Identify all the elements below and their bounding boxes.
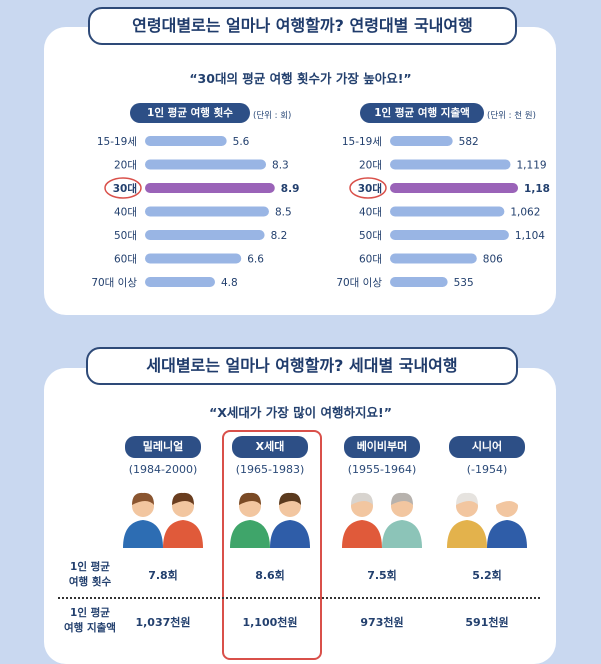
person-body bbox=[123, 520, 163, 548]
value-label: 1,189 bbox=[524, 183, 550, 195]
x-generation-highlight bbox=[222, 430, 322, 660]
category-label: 60대 bbox=[359, 254, 382, 266]
generation-years: (-1954) bbox=[466, 463, 508, 476]
value-label: 8.5 bbox=[275, 207, 292, 219]
bar bbox=[390, 159, 511, 170]
person-body bbox=[487, 520, 527, 548]
category-label: 20대 bbox=[359, 160, 382, 172]
trips-value: 8.6회 bbox=[255, 569, 285, 582]
person-hair bbox=[391, 492, 413, 505]
section1-title: 연령대별로는 얼마나 여행할까? 연령대별 국내여행 bbox=[88, 7, 517, 45]
value-label: 8.9 bbox=[281, 183, 300, 195]
category-label: 20대 bbox=[114, 160, 137, 172]
value-label: 582 bbox=[459, 136, 479, 148]
value-label: 1,104 bbox=[515, 230, 545, 242]
bar bbox=[390, 183, 519, 193]
person-hair bbox=[172, 492, 194, 505]
person-hair bbox=[132, 492, 154, 505]
value-label: 8.3 bbox=[272, 160, 289, 172]
row-label-spend: 1인 평균 여행 지출액 bbox=[64, 607, 116, 634]
generation-name: 시니어 bbox=[449, 436, 525, 458]
category-label: 70대 이상 bbox=[91, 277, 137, 289]
category-label: 50대 bbox=[114, 230, 137, 242]
section2-title: 세대별로는 얼마나 여행할까? 세대별 국내여행 bbox=[86, 347, 518, 385]
bar bbox=[390, 136, 453, 146]
bar bbox=[390, 230, 509, 240]
bar bbox=[145, 253, 242, 264]
chart-spend: 15-19세 582 20대 1,119 30대 1,189 40대 1,062 50대 1,10… bbox=[336, 136, 550, 289]
bar bbox=[145, 277, 215, 287]
person-hair bbox=[279, 492, 301, 505]
trips-value: 7.8회 bbox=[148, 569, 178, 582]
person-body bbox=[270, 520, 310, 548]
chart-trips: 15-19세 5.6 20대 8.3 30대 8.9 40대 8.5 50대 8.2 60대 6.6 7… bbox=[91, 136, 300, 289]
category-label: 15-19세 bbox=[97, 136, 137, 148]
people-illustration bbox=[123, 492, 203, 548]
generation-name: 베이비부머 bbox=[344, 436, 420, 458]
person-hair bbox=[351, 492, 373, 505]
chart-right-unit: (단위 : 천 원) bbox=[487, 111, 536, 121]
bar bbox=[145, 230, 265, 240]
bar bbox=[145, 183, 275, 193]
category-label: 70대 이상 bbox=[336, 277, 382, 289]
category-label: 30대 bbox=[113, 182, 137, 195]
section2-subtitle: “X세대가 가장 많이 여행하지요!” bbox=[209, 405, 392, 420]
person-hair bbox=[456, 492, 478, 505]
category-label: 30대 bbox=[358, 182, 382, 195]
bar bbox=[145, 159, 267, 170]
trips-value: 5.2회 bbox=[472, 569, 502, 582]
person-hair bbox=[496, 492, 518, 505]
person-body bbox=[342, 520, 382, 548]
category-label: 50대 bbox=[359, 230, 382, 242]
people-illustration bbox=[230, 492, 310, 548]
spend-value: 1,037천원 bbox=[135, 616, 191, 629]
spend-value: 973천원 bbox=[360, 616, 404, 629]
value-label: 1,119 bbox=[517, 160, 547, 172]
value-label: 806 bbox=[483, 254, 503, 266]
person-hair bbox=[239, 492, 261, 505]
generation-name: 밀레니얼 bbox=[125, 436, 201, 458]
highlight-circle bbox=[349, 177, 387, 199]
category-label: 40대 bbox=[359, 207, 382, 219]
person-body bbox=[163, 520, 203, 548]
age-card bbox=[44, 27, 556, 315]
chart-left-unit: (단위 : 회) bbox=[253, 111, 292, 121]
value-label: 4.8 bbox=[221, 277, 238, 289]
people-illustration bbox=[342, 492, 422, 548]
bar bbox=[390, 277, 448, 287]
chart-left-title: 1인 평균 여행 횟수 bbox=[130, 103, 250, 123]
generation-years: (1965-1983) bbox=[235, 463, 305, 476]
value-label: 535 bbox=[454, 277, 474, 289]
person-body bbox=[230, 520, 270, 548]
generation-years: (1984-2000) bbox=[128, 463, 198, 476]
section1-subtitle: “30대의 평균 여행 횟수가 가장 높아요!” bbox=[189, 71, 412, 86]
person-body bbox=[447, 520, 487, 548]
person-body bbox=[382, 520, 422, 548]
value-label: 8.2 bbox=[271, 230, 288, 242]
spend-value: 591천원 bbox=[465, 616, 509, 629]
bar bbox=[390, 253, 477, 264]
generation-name: X세대 bbox=[232, 436, 308, 458]
category-label: 15-19세 bbox=[342, 136, 382, 148]
bar bbox=[390, 206, 505, 217]
category-label: 40대 bbox=[114, 207, 137, 219]
bar bbox=[145, 136, 227, 146]
category-label: 60대 bbox=[114, 254, 137, 266]
people-illustration bbox=[447, 492, 527, 548]
chart-right-title: 1인 평균 여행 지출액 bbox=[360, 103, 484, 123]
bar bbox=[145, 206, 269, 217]
highlight-circle bbox=[104, 177, 142, 199]
divider bbox=[58, 597, 540, 599]
trips-value: 7.5회 bbox=[367, 569, 397, 582]
value-label: 5.6 bbox=[233, 136, 250, 148]
spend-value: 1,100천원 bbox=[242, 616, 298, 629]
generation-years: (1955-1964) bbox=[347, 463, 417, 476]
row-label-trips: 1인 평균 여행 횟수 bbox=[68, 561, 112, 588]
value-label: 1,062 bbox=[510, 207, 540, 219]
value-label: 6.6 bbox=[247, 254, 264, 266]
